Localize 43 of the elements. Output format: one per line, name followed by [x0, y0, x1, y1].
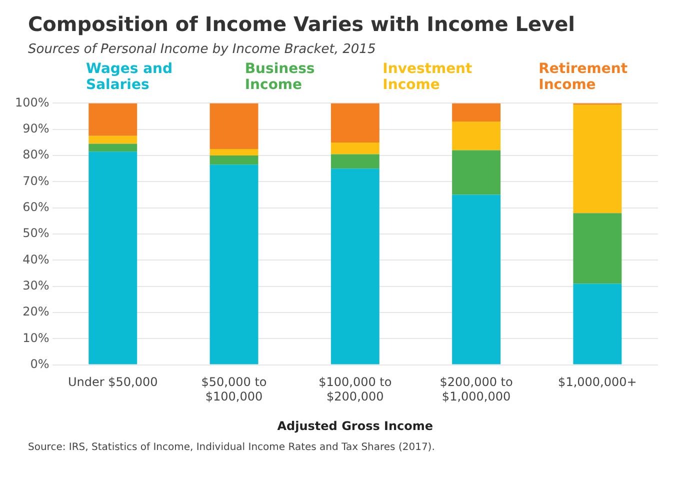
bar	[210, 164, 258, 364]
x-tick-label: $100,000 to $200,000	[318, 375, 392, 404]
bar	[573, 284, 622, 364]
bar	[452, 150, 501, 195]
bar	[210, 156, 258, 165]
bar	[452, 122, 501, 150]
bar	[330, 103, 380, 142]
bar	[88, 152, 138, 364]
y-tick-label: 70%	[22, 174, 50, 188]
bar	[88, 136, 138, 144]
y-tick-label: 80%	[22, 148, 50, 162]
bar	[573, 104, 622, 214]
y-tick-label: 0%	[30, 356, 50, 371]
bar	[210, 103, 258, 149]
bar	[452, 103, 501, 122]
series-label: Retirement Income	[538, 61, 629, 93]
text: Wages and Salaries	[86, 61, 174, 93]
y-tick-label: 50%	[22, 226, 50, 240]
text: Investment Income	[382, 61, 474, 93]
bar	[88, 103, 138, 136]
x-tick-label: $50,000 to $100,000	[201, 375, 267, 404]
chart-title: Composition of Income Varies with Income Level	[27, 11, 576, 36]
bar	[88, 144, 138, 152]
x-tick-label: $1,000,000+	[558, 375, 637, 390]
bar	[330, 154, 380, 169]
bar	[573, 213, 622, 284]
bar	[452, 194, 501, 364]
bar	[210, 148, 258, 156]
y-tick-label: 30%	[22, 278, 50, 292]
y-tick-label: 40%	[22, 252, 50, 266]
text: Business Income	[244, 61, 316, 93]
source-note: Source: IRS, Statistics of Income, Individual Income Rates and Tax Shares (2017).	[27, 441, 436, 453]
y-tick-label: 10%	[22, 330, 50, 345]
y-tick-label: 90%	[22, 121, 50, 136]
x-tick-label: Under $50,000	[68, 375, 158, 390]
x-tick-label: $200,000 to $1,000,000	[440, 375, 513, 404]
y-tick-label: 60%	[22, 200, 50, 214]
y-tick-label: 20%	[22, 304, 50, 319]
chart-subtitle: Sources of Personal Income by Income Bracket, 2015	[27, 41, 377, 57]
y-tick-label: 100%	[14, 95, 50, 110]
bar	[330, 168, 380, 364]
x-axis-title: Adjusted Gross Income	[277, 418, 434, 433]
bar	[330, 142, 380, 154]
